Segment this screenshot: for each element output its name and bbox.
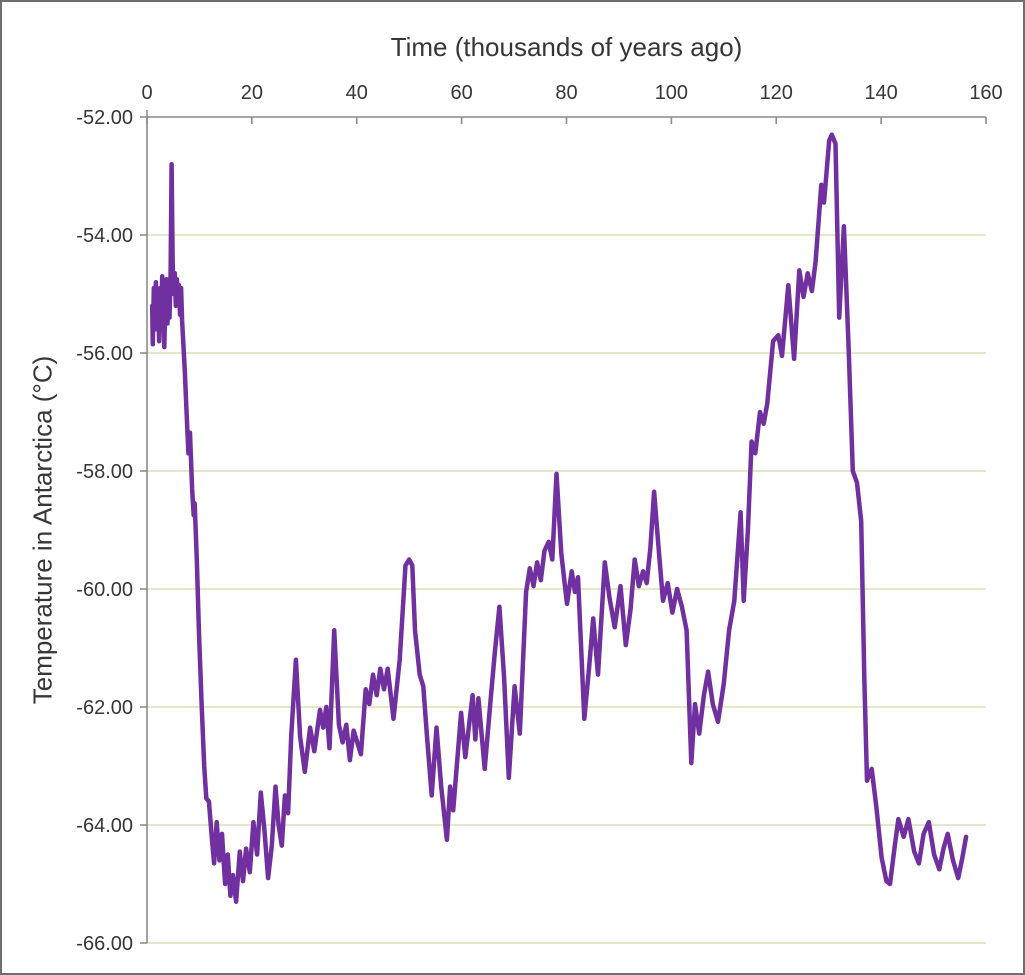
y-tick-label: -56.00 bbox=[76, 343, 133, 365]
x-tick-label: 100 bbox=[655, 82, 688, 104]
x-tick-label: 80 bbox=[555, 82, 577, 104]
y-tick-label: -58.00 bbox=[76, 461, 133, 483]
temperature-series bbox=[149, 132, 969, 904]
y-tick-label: -66.00 bbox=[76, 933, 133, 955]
temperature-line bbox=[149, 132, 969, 904]
x-tick-label: 160 bbox=[969, 82, 1002, 104]
x-tick-label: 0 bbox=[141, 82, 152, 104]
x-axis: 0 20 40 60 80 100 120 140 160 bbox=[141, 82, 1003, 124]
y-tick-label: -60.00 bbox=[76, 579, 133, 601]
x-tick-label: 60 bbox=[451, 82, 473, 104]
x-tick-label: 120 bbox=[760, 82, 793, 104]
y-tick-label: -62.00 bbox=[76, 697, 133, 719]
x-tick-label: 40 bbox=[346, 82, 368, 104]
gridlines bbox=[147, 234, 986, 944]
y-tick-label: -54.00 bbox=[76, 225, 133, 247]
y-tick-label: -64.00 bbox=[76, 815, 133, 837]
y-axis: -52.00 -54.00 -56.00 -58.00 -60.00 -62.00 -64.… bbox=[76, 107, 148, 955]
x-axis-title: Time (thousands of years ago) bbox=[390, 32, 743, 62]
x-tick-label: 140 bbox=[864, 82, 897, 104]
x-tick-label: 20 bbox=[241, 82, 263, 104]
y-tick-label: -52.00 bbox=[76, 107, 133, 129]
